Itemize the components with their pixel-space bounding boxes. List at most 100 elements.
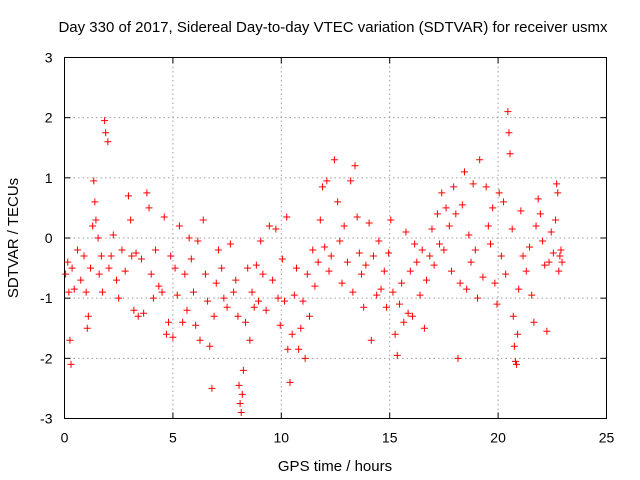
y-tick-label: 3 — [45, 50, 53, 66]
data-point — [556, 252, 564, 260]
data-point — [223, 303, 231, 311]
data-point — [505, 129, 513, 137]
data-point — [101, 117, 109, 125]
data-point — [237, 408, 245, 416]
x-tick-label: 25 — [599, 430, 615, 446]
data-point — [438, 189, 446, 197]
data-point — [214, 246, 222, 254]
data-point — [199, 216, 207, 224]
data-point — [491, 279, 499, 287]
data-point — [543, 327, 551, 335]
data-point — [558, 258, 566, 266]
data-point — [115, 294, 123, 302]
data-point — [469, 180, 477, 188]
x-axis-label: GPS time / hours — [278, 458, 392, 475]
data-point — [208, 384, 216, 392]
data-point — [511, 357, 519, 365]
data-point — [450, 183, 458, 191]
data-point — [497, 252, 505, 260]
data-point — [283, 213, 291, 221]
data-point — [500, 198, 508, 206]
data-point — [212, 279, 220, 287]
data-point — [181, 270, 189, 278]
data-point — [358, 270, 366, 278]
data-point — [336, 237, 344, 245]
data-point — [105, 264, 113, 272]
data-point — [77, 276, 85, 284]
data-point — [474, 294, 482, 302]
data-point — [70, 285, 78, 293]
data-point — [238, 390, 246, 398]
data-point — [118, 246, 126, 254]
data-point — [165, 318, 173, 326]
data-point — [508, 225, 516, 233]
data-point — [226, 240, 234, 248]
data-point — [183, 306, 191, 314]
data-point — [137, 255, 145, 263]
x-tick-labels: 0 5 10 15 20 25 — [61, 430, 615, 446]
data-point — [65, 288, 73, 296]
data-point — [510, 342, 518, 350]
data-point — [113, 276, 121, 284]
data-point — [532, 222, 540, 230]
data-point — [428, 225, 436, 233]
data-point — [201, 270, 209, 278]
data-point — [445, 222, 453, 230]
data-point — [351, 162, 359, 170]
data-point — [311, 282, 319, 290]
data-point — [175, 222, 183, 230]
data-point — [160, 213, 168, 221]
x-tick-label: 15 — [382, 430, 398, 446]
data-point — [515, 285, 523, 293]
data-point — [274, 294, 282, 302]
data-point — [502, 270, 510, 278]
data-point — [194, 237, 202, 245]
data-point — [454, 354, 462, 362]
data-point — [239, 366, 247, 374]
data-point — [389, 288, 397, 296]
data-point — [400, 318, 408, 326]
data-point — [297, 324, 305, 332]
data-point — [155, 282, 163, 290]
data-point — [102, 129, 110, 137]
data-point — [495, 189, 503, 197]
data-point — [128, 252, 136, 260]
data-point — [67, 360, 75, 368]
data-point — [362, 261, 370, 269]
data-point — [404, 309, 412, 317]
data-point — [555, 267, 563, 275]
data-point — [124, 192, 132, 200]
data-point — [467, 258, 475, 266]
data-point — [442, 204, 450, 212]
data-point — [513, 360, 521, 368]
data-point — [234, 312, 242, 320]
data-point — [553, 180, 561, 188]
data-point — [519, 252, 527, 260]
data-point — [171, 264, 179, 272]
data-point — [314, 258, 322, 266]
data-point — [236, 399, 244, 407]
data-point — [309, 246, 317, 254]
data-point — [98, 288, 106, 296]
data-point — [416, 291, 424, 299]
data-point — [504, 108, 512, 116]
data-point — [554, 189, 562, 197]
data-point — [420, 324, 428, 332]
data-point — [557, 246, 565, 254]
data-point — [242, 318, 250, 326]
data-point — [398, 279, 406, 287]
data-point — [340, 222, 348, 230]
x-tick-label: 10 — [274, 430, 290, 446]
data-point — [246, 336, 254, 344]
data-point — [482, 183, 490, 191]
data-point — [526, 243, 534, 251]
data-point — [292, 264, 300, 272]
y-tick-label: 2 — [45, 110, 53, 126]
data-point — [465, 231, 473, 239]
data-point — [353, 213, 361, 221]
data-point — [87, 264, 95, 272]
data-point — [506, 150, 514, 158]
data-point — [232, 276, 240, 284]
data-point — [430, 261, 438, 269]
